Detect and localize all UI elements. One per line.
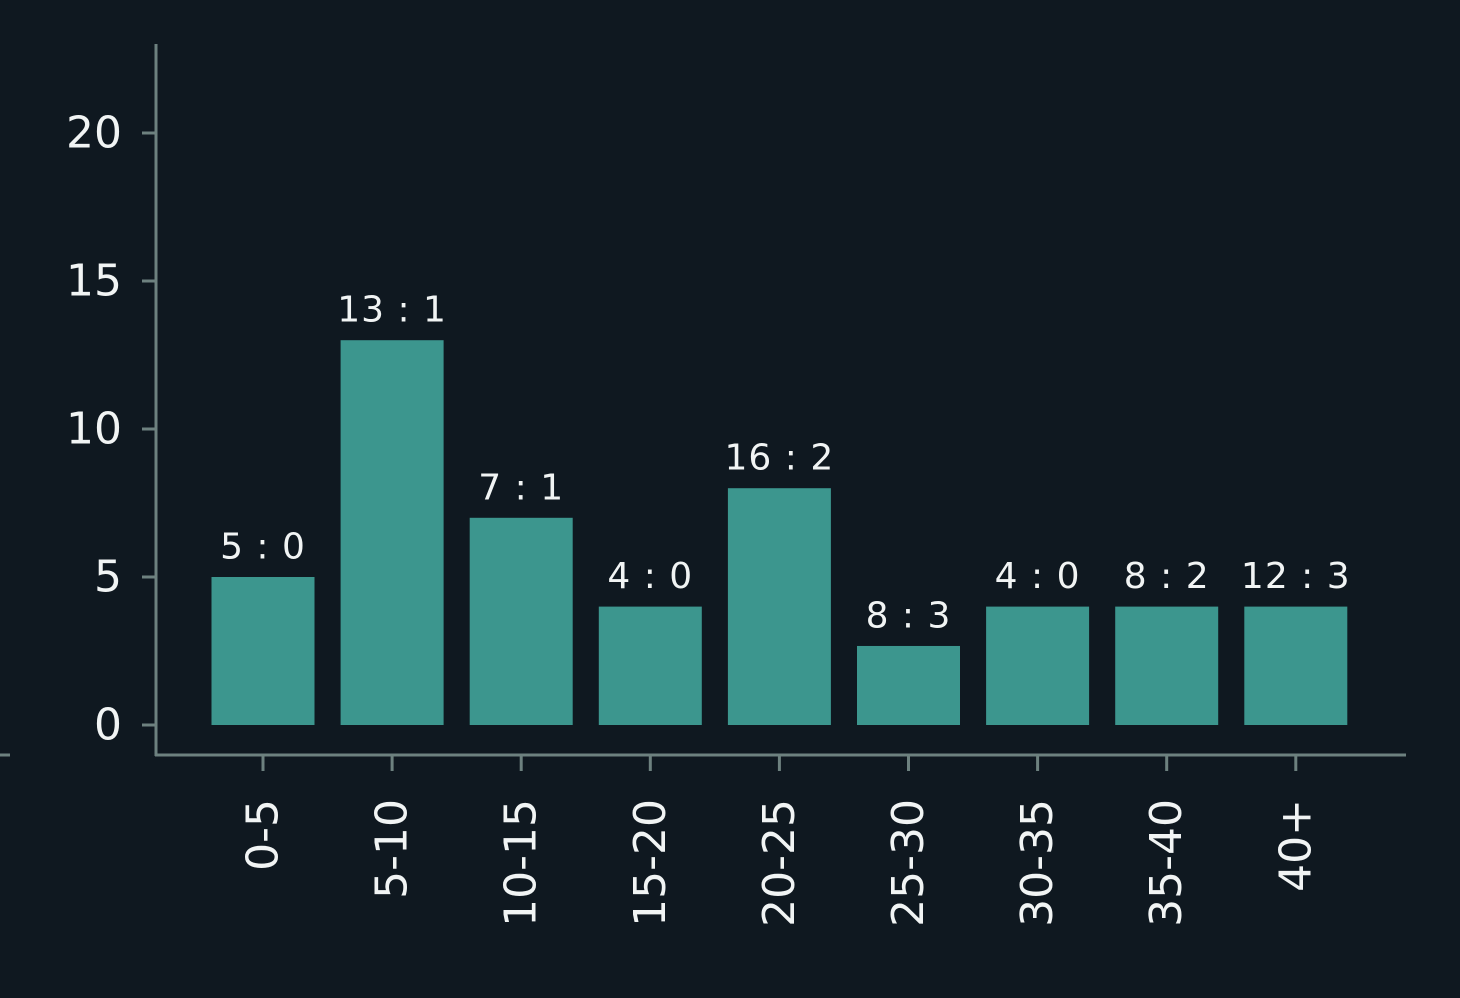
- data-label-0-5: 5 : 0: [220, 527, 306, 568]
- y-tick-label: 15: [66, 256, 122, 307]
- y-tick-label: 20: [66, 108, 122, 159]
- x-tick-label-15-20: 15-20: [625, 799, 676, 927]
- y-tick-label: 5: [94, 552, 122, 603]
- bar-5-10: [340, 340, 444, 725]
- bar-10-15: [469, 517, 573, 725]
- x-tick-label-20-25: 20-25: [754, 799, 805, 927]
- x-tick-label-0-5: 0-5: [238, 799, 289, 871]
- x-axis-ticks: 0-5 5-10 10-15 15-20 20-25 25-30 30-35 35-40 40+: [238, 755, 1321, 927]
- data-label-15-20: 4 : 0: [607, 556, 693, 597]
- data-label-20-25: 16 : 2: [725, 438, 835, 479]
- y-axis-ticks: 0 5 10 15 20: [66, 108, 156, 751]
- data-label-40+: 12 : 3: [1241, 556, 1351, 597]
- data-label-10-15: 7 : 1: [478, 467, 564, 508]
- bar-40+: [1244, 606, 1348, 725]
- data-label-25-30: 8 : 3: [866, 595, 952, 636]
- bar-15-20: [598, 606, 702, 725]
- bar-0-5: [211, 577, 315, 725]
- x-tick-label-30-35: 30-35: [1012, 799, 1063, 927]
- x-tick-label-5-10: 5-10: [367, 799, 418, 899]
- data-labels: 5 : 0 13 : 1 7 : 1 4 : 0 16 : 2 8 : 3 4 : 0 8 :…: [220, 290, 1351, 637]
- data-label-30-35: 4 : 0: [995, 556, 1081, 597]
- bar-25-30: [857, 645, 960, 725]
- data-label-5-10: 13 : 1: [337, 290, 447, 331]
- data-label-35-40: 8 : 2: [1124, 556, 1210, 597]
- bar-30-35: [986, 606, 1090, 725]
- bar-35-40: [1115, 606, 1219, 725]
- bar-20-25: [727, 488, 831, 725]
- x-tick-label-25-30: 25-30: [883, 799, 934, 927]
- y-tick-label: 0: [94, 700, 122, 751]
- x-tick-label-40+: 40+: [1270, 799, 1321, 892]
- x-tick-label-35-40: 35-40: [1141, 799, 1192, 927]
- x-tick-label-10-15: 10-15: [496, 799, 547, 927]
- bars: [211, 340, 1348, 725]
- y-tick-label: 10: [66, 404, 122, 455]
